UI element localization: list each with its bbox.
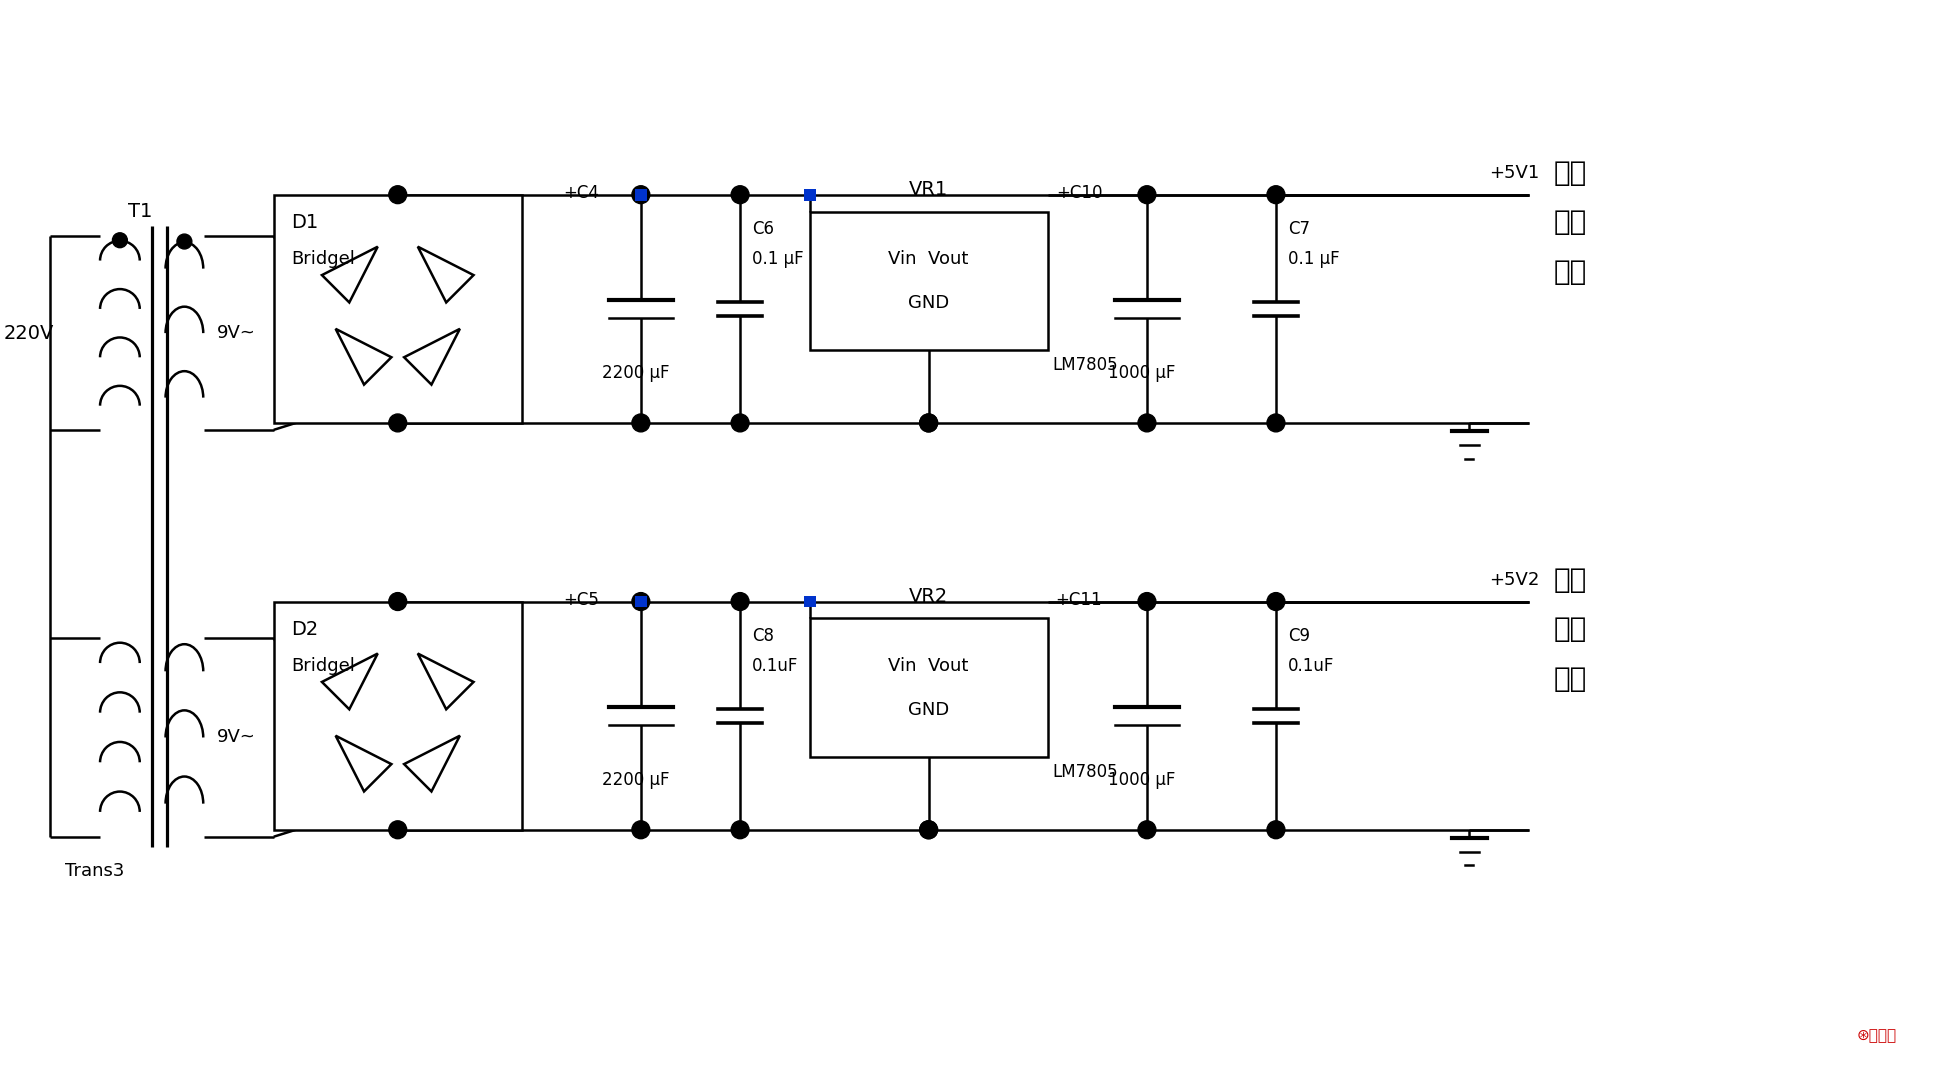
Circle shape (1137, 593, 1155, 610)
Circle shape (730, 185, 750, 204)
Text: D1: D1 (292, 212, 319, 232)
Text: 2200 μF: 2200 μF (603, 771, 669, 789)
Text: Bridgel: Bridgel (292, 657, 356, 675)
Text: 0.1uF: 0.1uF (1288, 657, 1333, 675)
Circle shape (1266, 821, 1284, 839)
Circle shape (632, 414, 650, 431)
Bar (802, 595, 816, 607)
Text: +5V1: +5V1 (1489, 164, 1538, 182)
Circle shape (1137, 185, 1155, 204)
Circle shape (730, 821, 750, 839)
Text: Vin  Vout: Vin Vout (888, 657, 969, 675)
Circle shape (389, 593, 407, 610)
Text: T1: T1 (127, 202, 153, 221)
Bar (802, 189, 816, 201)
Text: 0.1uF: 0.1uF (751, 657, 798, 675)
Text: LM7805: LM7805 (1053, 763, 1117, 782)
Bar (808, 618, 1047, 758)
Text: 0.1 μF: 0.1 μF (1288, 250, 1339, 268)
Text: 电路: 电路 (1554, 208, 1587, 236)
Bar (808, 211, 1047, 350)
Text: +C10: +C10 (1055, 183, 1102, 202)
Text: Bridgel: Bridgel (292, 250, 356, 268)
Text: 1000 μF: 1000 μF (1108, 364, 1174, 383)
Text: GND: GND (908, 294, 949, 312)
Text: 电路: 电路 (1554, 616, 1587, 643)
Text: +C5: +C5 (564, 591, 599, 608)
Circle shape (1266, 185, 1284, 204)
Circle shape (920, 414, 937, 431)
Circle shape (389, 185, 407, 204)
Text: 1000 μF: 1000 μF (1108, 771, 1174, 789)
Text: +5V2: +5V2 (1489, 570, 1538, 589)
Text: 220V: 220V (4, 324, 53, 343)
Text: C7: C7 (1288, 220, 1309, 238)
Circle shape (176, 234, 192, 249)
Text: 电源: 电源 (1554, 664, 1587, 693)
Circle shape (389, 821, 407, 839)
Circle shape (920, 821, 937, 839)
Text: VR2: VR2 (908, 588, 947, 606)
Circle shape (1266, 414, 1284, 431)
Circle shape (1266, 593, 1284, 610)
Bar (634, 595, 646, 607)
Text: D2: D2 (292, 620, 319, 638)
Text: 9V~: 9V~ (217, 324, 256, 343)
Circle shape (1137, 414, 1155, 431)
Text: 0.1 μF: 0.1 μF (751, 250, 802, 268)
Circle shape (1137, 821, 1155, 839)
Text: 模拟: 模拟 (1554, 566, 1587, 594)
Circle shape (730, 593, 750, 610)
Text: C6: C6 (751, 220, 773, 238)
Text: +C4: +C4 (564, 183, 599, 202)
Text: ⊛鼎达信: ⊛鼎达信 (1855, 1028, 1896, 1043)
Circle shape (632, 593, 650, 610)
Circle shape (920, 821, 937, 839)
Text: 数字: 数字 (1554, 159, 1587, 186)
Circle shape (112, 233, 127, 247)
Circle shape (632, 821, 650, 839)
Circle shape (632, 185, 650, 204)
Text: Trans3: Trans3 (65, 863, 125, 880)
Text: C9: C9 (1288, 628, 1309, 645)
Circle shape (920, 414, 937, 431)
Text: +C11: +C11 (1055, 591, 1102, 608)
Text: 电源: 电源 (1554, 258, 1587, 286)
Bar (274, 602, 521, 829)
Bar (634, 189, 646, 201)
Circle shape (730, 414, 750, 431)
Text: C8: C8 (751, 628, 773, 645)
Text: 9V~: 9V~ (217, 728, 256, 747)
Text: Vin  Vout: Vin Vout (888, 250, 969, 268)
Text: GND: GND (908, 700, 949, 719)
Text: LM7805: LM7805 (1053, 357, 1117, 374)
Circle shape (389, 414, 407, 431)
Text: VR1: VR1 (908, 180, 947, 199)
Text: 2200 μF: 2200 μF (603, 364, 669, 383)
Bar (274, 195, 521, 423)
